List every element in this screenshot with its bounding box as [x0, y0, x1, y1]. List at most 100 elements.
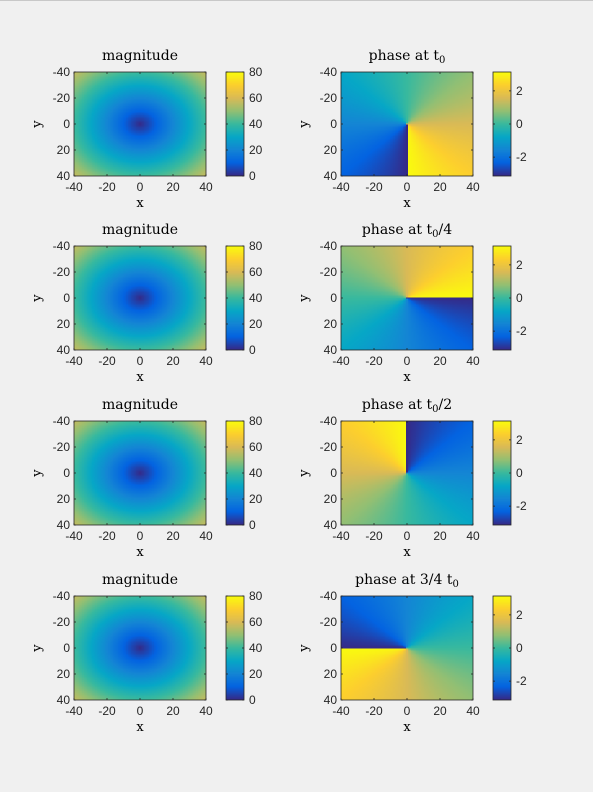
- x-tick-label: -20: [98, 704, 116, 718]
- y-tick-label: -20: [53, 91, 71, 105]
- subplot-title: magnitude: [102, 397, 178, 413]
- colorbar-tick-label: 80: [249, 65, 263, 79]
- y-tick-label: 0: [330, 117, 337, 131]
- colorbar-tick-label: 80: [249, 239, 263, 253]
- colorbar-tick-label: 80: [249, 414, 263, 428]
- colorbar-gradient: [493, 72, 511, 176]
- x-tick-label: -20: [98, 354, 116, 368]
- colorbar-tick-label: 60: [249, 265, 263, 279]
- y-axis-label: y: [297, 644, 312, 653]
- x-tick-label: 0: [137, 180, 144, 194]
- y-axis-label: y: [30, 644, 45, 653]
- subplot-title: phase at t0: [369, 48, 446, 66]
- y-tick-label: -40: [320, 65, 338, 79]
- x-tick-label: -40: [332, 354, 350, 368]
- colorbar-tick-label: -2: [516, 150, 527, 164]
- y-tick-label: -40: [320, 414, 338, 428]
- x-tick-label: 40: [199, 354, 213, 368]
- colorbar-gradient: [493, 421, 511, 525]
- colorbar-tick-label: 40: [249, 641, 263, 655]
- y-tick-label: -40: [53, 239, 71, 253]
- y-tick-label: -20: [320, 615, 338, 629]
- x-tick-label: -20: [365, 180, 383, 194]
- colorbar-gradient: [226, 72, 244, 176]
- y-axis-label: y: [30, 294, 45, 303]
- y-tick-label: 0: [63, 291, 70, 305]
- x-tick-label: 20: [433, 704, 447, 718]
- colorbar-gradient: [226, 421, 244, 525]
- y-tick-label: 20: [324, 317, 338, 331]
- x-tick-label: 40: [199, 704, 213, 718]
- colorbar-tick-label: 20: [249, 667, 263, 681]
- x-tick-label: 20: [433, 354, 447, 368]
- y-tick-label: 20: [57, 492, 71, 506]
- colorbar-tick-label: 20: [249, 492, 263, 506]
- heatmap-image: [74, 246, 206, 350]
- colorbar-tick-label: 60: [249, 91, 263, 105]
- x-axis-label: x: [136, 720, 144, 735]
- x-tick-label: -40: [332, 704, 350, 718]
- x-tick-label: 0: [137, 529, 144, 543]
- y-tick-label: -20: [53, 615, 71, 629]
- y-tick-label: 20: [57, 317, 71, 331]
- y-tick-label: -20: [53, 265, 71, 279]
- y-tick-label: 40: [324, 693, 338, 707]
- x-tick-label: 0: [404, 704, 411, 718]
- colorbar-tick-label: 40: [249, 466, 263, 480]
- subplot-5-magnitude: -40 -20 0 20 40-40-2002040xymagnitude0204060…: [30, 397, 263, 560]
- colorbar-tick-label: 0: [249, 343, 256, 357]
- x-axis-label: x: [403, 545, 411, 560]
- x-tick-label: 40: [199, 529, 213, 543]
- colorbar-tick-label: 0: [516, 117, 523, 131]
- x-axis-label: x: [136, 196, 144, 211]
- y-tick-label: -20: [320, 440, 338, 454]
- x-tick-label: -40: [332, 529, 350, 543]
- x-tick-label: -20: [365, 529, 383, 543]
- subplot-title: phase at t0/2: [362, 397, 452, 415]
- subplot-title: magnitude: [102, 572, 178, 588]
- y-tick-label: -40: [53, 589, 71, 603]
- colorbar-tick-label: 80: [249, 589, 263, 603]
- y-axis-label: y: [297, 294, 312, 303]
- colorbar-tick-label: 0: [516, 641, 523, 655]
- y-tick-label: -20: [320, 265, 338, 279]
- x-tick-label: 20: [166, 180, 180, 194]
- x-tick-label: 40: [199, 180, 213, 194]
- x-tick-label: 20: [433, 180, 447, 194]
- x-axis-label: x: [136, 545, 144, 560]
- colorbar-tick-label: 0: [249, 693, 256, 707]
- x-tick-label: -20: [365, 354, 383, 368]
- subplot-title: magnitude: [102, 48, 178, 64]
- x-tick-label: 0: [404, 529, 411, 543]
- x-tick-label: 40: [466, 354, 480, 368]
- y-tick-label: 0: [63, 641, 70, 655]
- y-tick-label: -20: [320, 91, 338, 105]
- colorbar-tick-label: 20: [249, 143, 263, 157]
- x-tick-label: -40: [65, 354, 83, 368]
- y-tick-label: 40: [324, 343, 338, 357]
- y-tick-label: 20: [324, 143, 338, 157]
- y-axis-label: y: [30, 120, 45, 129]
- y-axis-label: y: [297, 120, 312, 129]
- y-tick-label: 20: [57, 667, 71, 681]
- subplot-3-magnitude: -40 -20 0 20 40-40-2002040xymagnitude0204060…: [30, 222, 263, 385]
- heatmap-image: [74, 596, 206, 700]
- x-tick-label: 40: [466, 180, 480, 194]
- colorbar-tick-label: -2: [516, 674, 527, 688]
- heatmap-image: [341, 596, 473, 700]
- x-tick-label: 20: [166, 704, 180, 718]
- x-tick-label: 0: [404, 354, 411, 368]
- y-axis-label: y: [30, 469, 45, 478]
- y-tick-label: 40: [57, 693, 71, 707]
- x-tick-label: -40: [332, 180, 350, 194]
- x-tick-label: 0: [404, 180, 411, 194]
- y-tick-label: -40: [320, 239, 338, 253]
- y-tick-label: -40: [320, 589, 338, 603]
- y-tick-label: 20: [324, 492, 338, 506]
- x-tick-label: -20: [98, 529, 116, 543]
- y-tick-label: 40: [57, 343, 71, 357]
- subplot-title: phase at t0/4: [362, 222, 452, 240]
